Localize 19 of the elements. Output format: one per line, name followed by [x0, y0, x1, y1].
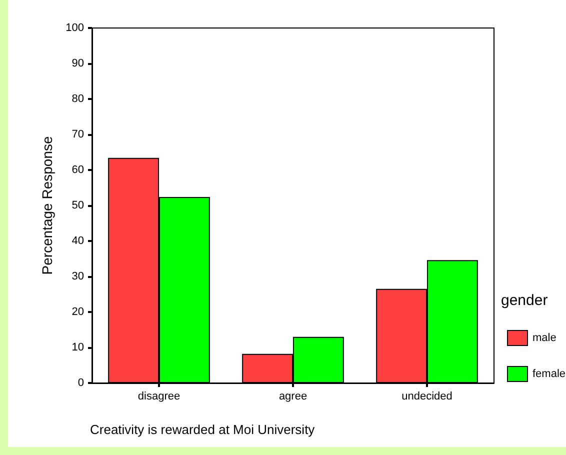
x-tick-label: agree — [278, 390, 308, 402]
legend-title: gender — [501, 292, 548, 309]
x-tick-label: undecided — [402, 390, 452, 402]
y-tick-label: 50 — [72, 200, 84, 212]
y-axis-title: Percentage Response — [39, 136, 55, 275]
y-tick-label: 40 — [72, 235, 84, 247]
y-tick-label: 90 — [72, 58, 84, 70]
y-tick-label: 30 — [72, 270, 84, 282]
legend-label: male — [532, 332, 556, 344]
y-tick-label: 60 — [72, 164, 84, 176]
y-tick-label: 80 — [72, 93, 84, 105]
legend-label: female — [532, 368, 566, 380]
y-tick-label: 20 — [72, 306, 84, 318]
x-tick-label: disagree — [138, 390, 180, 402]
y-tick-label: 100 — [66, 22, 84, 34]
y-tick-label: 0 — [78, 377, 84, 389]
y-tick-label: 70 — [72, 128, 84, 140]
y-tick-label: 10 — [72, 342, 84, 354]
x-axis-title: Creativity is rewarded at Moi University — [90, 422, 316, 437]
